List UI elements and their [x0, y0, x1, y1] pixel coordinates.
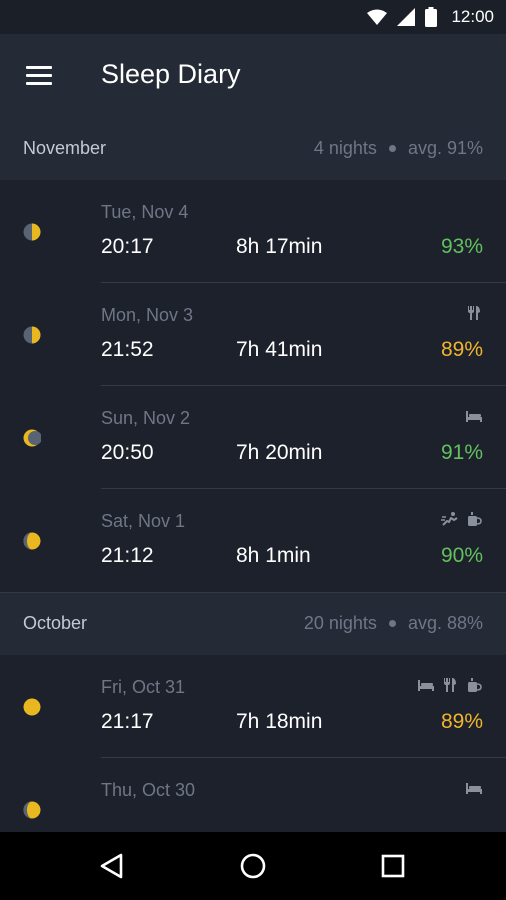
- nights-count: 20 nights: [303, 613, 377, 633]
- moon-full-icon: [23, 698, 41, 715]
- night-entry[interactable]: Thu, Oct 30: [0, 758, 506, 832]
- night-entry[interactable]: Fri, Oct 31 21:17 7h 18min 89%: [0, 655, 506, 758]
- sleep-duration: 7h 20min: [236, 441, 323, 464]
- sleep-quality: 91%: [440, 441, 483, 464]
- moon-crescent-icon: [23, 429, 41, 446]
- back-icon[interactable]: [97, 850, 129, 882]
- status-icons: 12:00: [367, 6, 494, 28]
- sleep-diary-list[interactable]: November 4 nights avg. 91% Tue, Nov 4 20…: [0, 118, 506, 832]
- exercise-icon: [441, 512, 458, 526]
- food-icon: [468, 306, 480, 320]
- sleep-quality: 89%: [440, 710, 483, 733]
- moon-gibbous-icon: [23, 532, 41, 549]
- night-entry-body: Tue, Nov 4 20:17 8h 17min 93%: [101, 180, 483, 283]
- average-quality: avg. 88%: [407, 613, 483, 633]
- wifi-icon: [367, 9, 388, 25]
- night-list: Fri, Oct 31 21:17 7h 18min 89% Thu, Oct …: [0, 655, 506, 832]
- section-summary: 4 nights avg. 91%: [314, 138, 483, 159]
- section-divider: [0, 592, 506, 593]
- night-entry[interactable]: Mon, Nov 3 21:52 7h 41min 89%: [0, 283, 506, 386]
- night-entry-body: Sun, Nov 2 20:50 7h 20min 91%: [101, 386, 483, 489]
- sleep-duration: 7h 18min: [236, 710, 323, 733]
- average-quality: avg. 91%: [407, 138, 483, 158]
- home-icon[interactable]: [237, 850, 269, 882]
- food-icon: [444, 678, 456, 692]
- night-date: Thu, Oct 30: [101, 780, 196, 800]
- moon-half-icon: [23, 326, 41, 343]
- sleep-quality: 93%: [440, 235, 483, 258]
- bedtime: 20:50: [101, 441, 154, 464]
- section-summary: 20 nights avg. 88%: [304, 613, 483, 634]
- night-entry[interactable]: Sat, Nov 1 21:12 8h 1min 90%: [0, 489, 506, 592]
- night-entry-body: Sat, Nov 1 21:12 8h 1min 90%: [101, 489, 483, 592]
- night-tags: [465, 305, 483, 321]
- separator-dot: [388, 145, 396, 152]
- bedtime: 21:17: [101, 710, 154, 733]
- row-divider: [101, 282, 506, 283]
- night-date: Sat, Nov 1: [101, 511, 186, 531]
- row-divider: [101, 757, 506, 758]
- night-entry[interactable]: Tue, Nov 4 20:17 8h 17min 93%: [0, 180, 506, 283]
- row-divider: [101, 488, 506, 489]
- moon-half-icon: [23, 223, 41, 240]
- bed-icon: [466, 783, 482, 794]
- night-date: Fri, Oct 31: [101, 677, 186, 697]
- navigation-bar: [0, 832, 506, 900]
- night-entry-body: Mon, Nov 3 21:52 7h 41min 89%: [101, 283, 483, 386]
- sleep-duration: 7h 41min: [236, 338, 323, 361]
- bed-icon: [466, 411, 482, 422]
- page-title: Sleep Diary: [101, 59, 241, 89]
- section-header: October 20 nights avg. 88%: [0, 593, 506, 655]
- sleep-duration: 8h 1min: [236, 544, 311, 567]
- night-tags: [465, 780, 483, 796]
- row-divider: [101, 385, 506, 386]
- sleep-quality: 90%: [440, 544, 483, 567]
- app-bar: Sleep Diary: [0, 34, 506, 118]
- night-tags: [417, 677, 483, 693]
- status-time: 12:00: [451, 7, 494, 26]
- sleep-quality: 89%: [440, 338, 483, 361]
- night-date: Mon, Nov 3: [101, 305, 194, 325]
- status-bar: 12:00: [0, 0, 506, 34]
- night-entry-body: Thu, Oct 30: [101, 758, 483, 832]
- night-tags: [441, 511, 483, 527]
- night-entry[interactable]: Sun, Nov 2 20:50 7h 20min 91%: [0, 386, 506, 489]
- nights-count: 4 nights: [313, 138, 377, 158]
- coffee-icon: [468, 512, 482, 526]
- recents-icon[interactable]: [377, 850, 409, 882]
- menu-icon[interactable]: [26, 66, 52, 86]
- section-month: November: [23, 138, 107, 158]
- moon-gibbous-icon: [23, 801, 41, 818]
- bed-icon: [418, 680, 434, 691]
- battery-icon: [425, 7, 438, 27]
- night-date: Sun, Nov 2: [101, 408, 191, 428]
- section-header: November 4 nights avg. 91%: [0, 118, 506, 180]
- bedtime: 20:17: [101, 235, 154, 258]
- night-tags: [465, 408, 483, 424]
- night-list: Tue, Nov 4 20:17 8h 17min 93% Mon, Nov 3…: [0, 180, 506, 592]
- signal-icon: [397, 8, 416, 26]
- section-month: October: [23, 613, 88, 633]
- night-entry-body: Fri, Oct 31 21:17 7h 18min 89%: [101, 655, 483, 758]
- bedtime: 21:12: [101, 544, 154, 567]
- sleep-duration: 8h 17min: [236, 235, 323, 258]
- night-date: Tue, Nov 4: [101, 202, 189, 222]
- coffee-icon: [468, 678, 482, 692]
- separator-dot: [388, 620, 396, 627]
- bedtime: 21:52: [101, 338, 154, 361]
